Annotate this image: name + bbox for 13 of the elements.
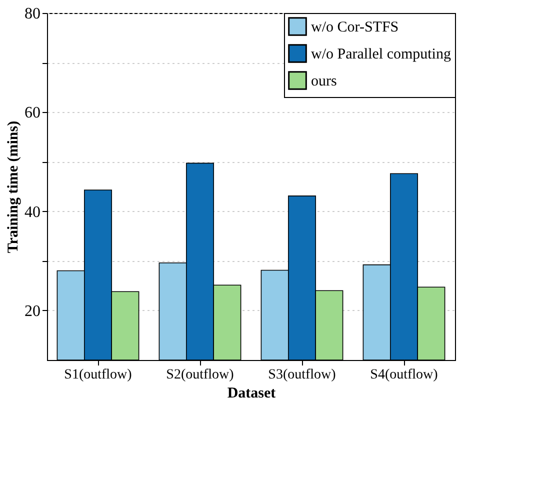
y-tick-label: 60 (24, 104, 40, 122)
x-tick-label: S2(outflow) (166, 368, 234, 382)
legend-label: ours (311, 74, 337, 90)
x-tick-label: S3(outflow) (268, 368, 336, 382)
x-tick-label: S1(outflow) (64, 368, 132, 382)
x-tick-label: S4(outflow) (370, 368, 438, 382)
y-tick-label: 40 (24, 204, 40, 221)
y-tick-label: 20 (24, 302, 40, 320)
legend-label: w/o Cor-STFS (311, 20, 399, 36)
legend-label: w/o Parallel computing (311, 46, 452, 62)
y-tick-label: 80 (24, 6, 40, 22)
y-axis-title: Training time (mins) (6, 120, 22, 254)
x-axis-title: Dataset (227, 386, 276, 402)
